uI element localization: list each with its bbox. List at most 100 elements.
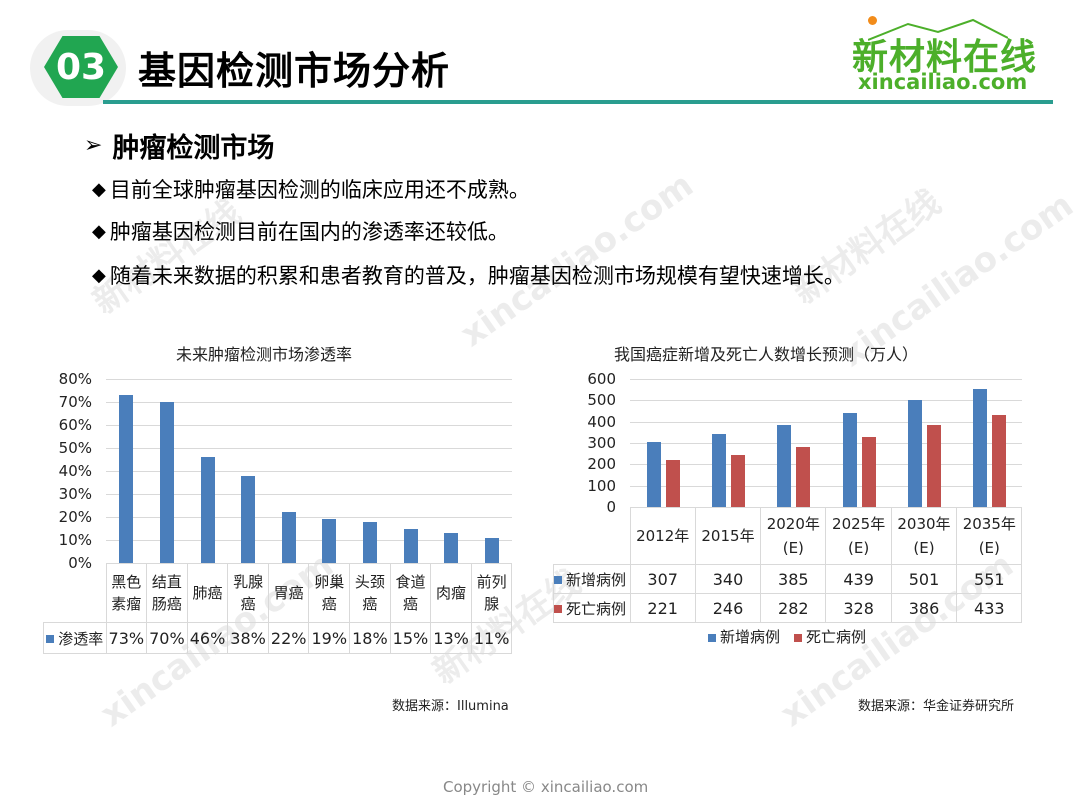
y-tick-label: 30% [58, 485, 92, 503]
gridline [630, 379, 1022, 380]
y-tick-label: 500 [587, 391, 616, 410]
series-name: 新增病例 [566, 570, 627, 589]
y-tick-label: 10% [58, 531, 92, 549]
legend-swatch-icon [794, 633, 803, 642]
category-label: 头颈癌 [349, 563, 391, 623]
logo-text-cn: 新材料在线 [852, 37, 1038, 78]
bar [241, 475, 256, 563]
bar [842, 413, 857, 507]
gridline [630, 485, 1022, 487]
value-cell: 386 [890, 593, 958, 623]
bar [777, 424, 792, 507]
bullet-text: 肿瘤基因检测目前在国内的渗透率还较低。 [109, 220, 509, 244]
legend-swatch-icon [554, 576, 562, 584]
legend-label: 死亡病例 [806, 628, 867, 646]
y-tick-label: 200 [587, 455, 616, 474]
category-label: 前列腺 [470, 563, 513, 623]
chart-legend: 新增病例 死亡病例 [708, 626, 866, 647]
value-row: 渗透率 73% 70% 46% 38% 22% 19% 18% 15% 13% 11% [43, 622, 513, 654]
gridline [106, 379, 512, 380]
series-label: 新增病例 [553, 564, 631, 594]
diamond-bullet-icon: ◆ [92, 264, 106, 286]
chart-data-table: 2012年 2015年 2020年 (E) 2025年 (E) 2030年 (E) 2035年(… [553, 507, 1023, 623]
bar [712, 434, 726, 507]
value-cell: 433 [956, 593, 1023, 623]
y-tick-label: 20% [58, 508, 92, 526]
y-tick-label: 300 [587, 434, 616, 452]
table-corner [43, 563, 107, 623]
category-label: 乳腺癌 [227, 563, 269, 623]
gridline [106, 402, 512, 403]
section-heading: ➢ 肿瘤检测市场 [84, 126, 274, 165]
legend-swatch-icon [554, 605, 562, 613]
value-cell: 22% [267, 622, 310, 654]
category-label: 2015年 [694, 507, 762, 565]
chart-title-cancer-cases: 我国癌症新增及死亡人数增长预测（万人） [614, 345, 919, 364]
section-heading-text: 肿瘤检测市场 [112, 133, 275, 164]
y-tick-label: 50% [58, 439, 92, 457]
value-cell: 282 [760, 593, 827, 623]
legend-item: 死亡病例 [794, 626, 866, 647]
legend-swatch-icon [46, 635, 55, 643]
bar [796, 446, 811, 507]
category-label: 结直 肠癌 [146, 563, 188, 623]
category-label: 黑色 素瘤 [105, 563, 148, 623]
bullet-text: 目前全球肿瘤基因检测的临床应用还不成熟。 [109, 178, 530, 202]
y-tick-label: 400 [587, 412, 616, 431]
bar [908, 400, 922, 507]
legend-swatch-icon [708, 633, 716, 642]
page-title: 基因检测市场分析 [138, 49, 451, 93]
chart-title-penetration: 未来肿瘤检测市场渗透率 [176, 345, 353, 364]
diamond-bullet-icon: ◆ [92, 220, 106, 242]
bar [281, 512, 296, 563]
category-label: 胃癌 [267, 563, 310, 623]
value-cell: 340 [694, 564, 762, 594]
gridline [630, 464, 1022, 466]
value-cell: 46% [186, 622, 229, 654]
bar [119, 395, 134, 563]
bar [322, 519, 337, 563]
bar [665, 459, 680, 507]
chart-source-left: 数据来源：Illumina [392, 699, 509, 714]
series-label: 渗透率 [43, 622, 107, 654]
copyright-footer: Copyright © xincailiao.com [443, 778, 649, 796]
series-label: 死亡病例 [553, 593, 631, 623]
gridline [630, 400, 1022, 402]
bullet-text: 随着未来数据的积累和患者教育的普及，肿瘤基因检测市场规模有望快速增长。 [109, 264, 845, 288]
value-cell: 15% [389, 622, 432, 654]
value-cell: 307 [629, 564, 696, 594]
category-label: 2020年 (E) [760, 507, 827, 565]
gridline [106, 540, 512, 541]
bullet-item: ◆ 随着未来数据的积累和患者教育的普及，肿瘤基因检测市场规模有望快速增长。 [92, 260, 845, 290]
gridline [630, 421, 1022, 423]
value-cell: 11% [470, 622, 513, 654]
bar [973, 389, 988, 507]
category-label: 肺癌 [186, 563, 229, 623]
value-cell: 70% [146, 622, 188, 654]
bar [200, 457, 215, 563]
y-tick-label: 600 [587, 370, 616, 388]
bar [403, 528, 418, 563]
bar [444, 533, 459, 563]
value-cell: 221 [629, 593, 696, 623]
legend-label: 新增病例 [720, 628, 781, 646]
category-label: 2025年 (E) [825, 507, 892, 565]
value-cell: 73% [105, 622, 148, 654]
bullet-item: ◆ 目前全球肿瘤基因检测的临床应用还不成熟。 [92, 174, 530, 204]
arrow-bullet-icon: ➢ [84, 133, 103, 158]
value-cell: 385 [760, 564, 827, 594]
gridline [630, 443, 1022, 444]
value-cell: 551 [956, 564, 1023, 594]
value-cell: 439 [825, 564, 892, 594]
bar [362, 521, 377, 563]
y-tick-label: 80% [58, 370, 92, 388]
gridline [106, 517, 512, 518]
value-cell: 501 [890, 564, 958, 594]
gridline [106, 494, 512, 495]
y-tick-label: 70% [58, 393, 92, 411]
category-label: 肉瘤 [430, 563, 472, 623]
header-divider [103, 100, 1053, 104]
gridline [106, 425, 512, 426]
bullet-item: ◆ 肿瘤基因检测目前在国内的渗透率还较低。 [92, 216, 509, 246]
bar [484, 537, 499, 563]
